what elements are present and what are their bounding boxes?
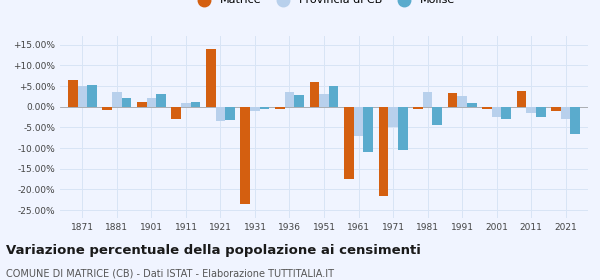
Bar xyxy=(448,94,457,107)
Legend: Matrice, Provincia di CB, Molise: Matrice, Provincia di CB, Molise xyxy=(188,0,460,10)
Bar xyxy=(457,96,467,107)
Bar xyxy=(536,107,545,117)
Bar xyxy=(492,107,502,117)
Bar xyxy=(191,102,200,107)
Text: COMUNE DI MATRICE (CB) - Dati ISTAT - Elaborazione TUTTITALIA.IT: COMUNE DI MATRICE (CB) - Dati ISTAT - El… xyxy=(6,269,334,279)
Bar xyxy=(319,94,329,107)
Bar xyxy=(260,107,269,109)
Bar xyxy=(551,107,561,111)
Bar xyxy=(502,107,511,119)
Bar xyxy=(422,92,433,107)
Bar xyxy=(398,107,407,150)
Bar xyxy=(353,107,364,136)
Bar xyxy=(571,107,580,134)
Bar xyxy=(364,107,373,152)
Bar xyxy=(241,107,250,204)
Bar xyxy=(122,98,131,107)
Bar xyxy=(181,102,191,107)
Bar xyxy=(310,82,319,107)
Bar xyxy=(156,94,166,107)
Bar xyxy=(284,92,295,107)
Bar xyxy=(329,86,338,107)
Bar xyxy=(250,107,260,111)
Bar xyxy=(517,91,526,107)
Bar xyxy=(344,107,353,179)
Bar xyxy=(103,107,112,110)
Bar xyxy=(172,107,181,119)
Bar xyxy=(68,80,77,107)
Bar xyxy=(146,99,156,107)
Bar xyxy=(137,102,146,107)
Bar xyxy=(433,107,442,125)
Bar xyxy=(112,92,122,107)
Bar xyxy=(379,107,388,196)
Bar xyxy=(467,102,476,107)
Bar xyxy=(482,107,492,109)
Bar xyxy=(295,95,304,107)
Bar xyxy=(526,107,536,113)
Bar xyxy=(77,86,87,107)
Bar xyxy=(388,107,398,127)
Bar xyxy=(561,107,571,119)
Bar xyxy=(275,107,284,109)
Bar xyxy=(413,107,422,109)
Bar xyxy=(226,107,235,120)
Bar xyxy=(206,49,215,107)
Bar xyxy=(87,85,97,107)
Text: Variazione percentuale della popolazione ai censimenti: Variazione percentuale della popolazione… xyxy=(6,244,421,256)
Bar xyxy=(215,107,226,121)
